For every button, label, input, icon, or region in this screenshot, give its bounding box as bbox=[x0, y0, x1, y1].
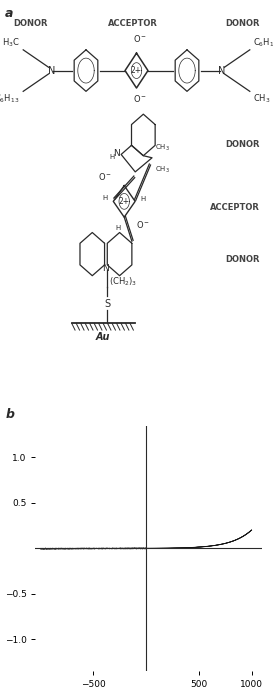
Text: CH$_3$: CH$_3$ bbox=[253, 92, 271, 104]
Text: 2+: 2+ bbox=[131, 66, 142, 75]
Text: DONOR: DONOR bbox=[225, 140, 259, 149]
Text: (CH$_2$)$_3$: (CH$_2$)$_3$ bbox=[109, 275, 138, 288]
Text: H: H bbox=[140, 197, 145, 202]
Text: DONOR: DONOR bbox=[14, 19, 48, 28]
Text: C$_6$H$_{13}$: C$_6$H$_{13}$ bbox=[0, 92, 20, 104]
Text: H: H bbox=[115, 225, 121, 231]
Text: CH$_3$: CH$_3$ bbox=[155, 165, 170, 176]
Text: a: a bbox=[5, 8, 13, 21]
Text: ACCEPTOR: ACCEPTOR bbox=[108, 19, 157, 28]
Text: N: N bbox=[48, 66, 55, 75]
Text: O$^-$: O$^-$ bbox=[98, 172, 112, 182]
Text: S: S bbox=[104, 298, 110, 309]
Text: H$_3$C: H$_3$C bbox=[2, 37, 20, 49]
Text: N: N bbox=[113, 149, 120, 158]
Text: CH$_3$: CH$_3$ bbox=[155, 143, 170, 153]
Text: N: N bbox=[103, 264, 109, 273]
Text: DONOR: DONOR bbox=[225, 255, 259, 264]
Text: O$^-$: O$^-$ bbox=[133, 93, 147, 104]
Text: b: b bbox=[6, 408, 15, 421]
Text: N: N bbox=[218, 66, 225, 75]
Text: C$_6$H$_{13}$: C$_6$H$_{13}$ bbox=[253, 37, 273, 49]
Text: H: H bbox=[110, 154, 115, 160]
Text: O$^-$: O$^-$ bbox=[136, 219, 151, 230]
Text: H: H bbox=[102, 195, 107, 201]
Text: DONOR: DONOR bbox=[225, 19, 259, 28]
Text: ACCEPTOR: ACCEPTOR bbox=[209, 203, 259, 212]
Text: 2+: 2+ bbox=[119, 197, 130, 206]
Text: Au: Au bbox=[96, 331, 111, 342]
Text: O$^-$: O$^-$ bbox=[133, 33, 147, 44]
